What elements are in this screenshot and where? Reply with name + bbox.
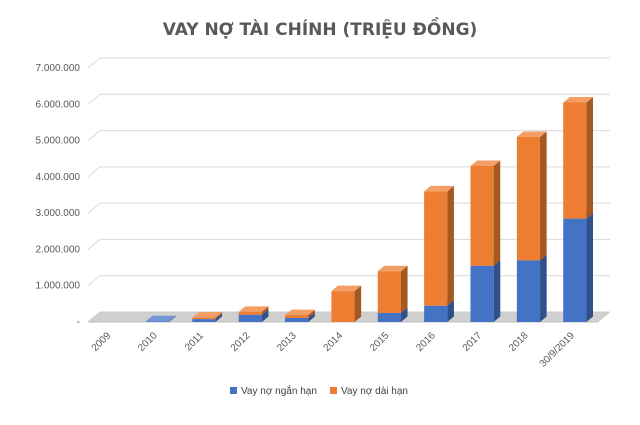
bar-front [424, 191, 448, 306]
x-tick-label: 2009 [90, 330, 114, 354]
bar-top [192, 312, 223, 318]
bar-top [470, 160, 501, 166]
bar-top [563, 96, 594, 103]
bar-segment-long-term [516, 131, 547, 261]
bar-top [285, 309, 315, 316]
gridline [87, 166, 610, 178]
bar-top [377, 265, 408, 272]
bar-top [331, 285, 362, 292]
y-tick-label: - [77, 317, 80, 328]
bar-side [308, 312, 315, 322]
x-axis-ticks: 2009 2010 2011 2012 2013 2014 2015 2016 2017 2018… [90, 330, 577, 370]
x-tick-label: 2011 [183, 330, 206, 353]
bar-side [308, 309, 315, 319]
legend-item-short-term: Vay nợ ngắn hạn [230, 384, 317, 397]
bar-top [516, 131, 547, 137]
legend-label: Vay nợ ngắn hạn [241, 384, 317, 397]
bar-segment-long-term [238, 306, 269, 315]
bar-front [238, 314, 262, 322]
legend-label: Vay nợ dài hạn [341, 386, 408, 397]
bar-segment-long-term [470, 160, 501, 266]
bar-segment-long-term [331, 285, 362, 322]
x-tick-label: 2017 [461, 330, 485, 354]
bar-front [331, 291, 355, 322]
bar-side [261, 306, 269, 315]
bar-front [285, 315, 309, 319]
bar-front [192, 319, 216, 322]
bar-front [238, 311, 262, 315]
y-tick-label: 7.000.000 [36, 63, 81, 74]
x-tick-label: 2013 [275, 330, 299, 354]
x-tick-label: 2014 [322, 330, 346, 354]
gridline [87, 57, 610, 69]
bar-front [563, 102, 587, 219]
bar-side [493, 260, 501, 322]
bar-front [563, 218, 587, 322]
gridline [87, 93, 610, 105]
bar-side [540, 254, 547, 322]
bar-segment-long-term [563, 96, 594, 219]
bar-segment-long-term [424, 185, 454, 306]
bar-side [586, 96, 594, 219]
bar-front [145, 321, 170, 322]
legend-swatch [330, 387, 337, 394]
bar-front [470, 265, 494, 322]
bar-front [285, 318, 309, 322]
y-tick-label: 3.000.000 [36, 208, 81, 219]
bar-top [424, 185, 454, 192]
bar-side [215, 312, 223, 320]
legend: Vay nợ ngắn hạn Vay nợ dài hạn [230, 384, 408, 397]
bar-front [192, 317, 216, 320]
bar-front [377, 312, 401, 322]
bar-top [238, 306, 269, 312]
y-tick-label: 4.000.000 [36, 172, 81, 183]
bar-front [516, 260, 541, 322]
bar-front [516, 136, 541, 261]
bar-side [586, 213, 594, 322]
bars-group [145, 96, 594, 322]
chart-title: VAY NỢ TÀI CHÍNH (TRIỆU ĐỒNG) [163, 16, 478, 40]
y-tick-label: 1.000.000 [36, 281, 81, 292]
y-axis-ticks: - 1.000.000 2.000.000 3.000.000 4.000.000 5.0… [36, 63, 81, 328]
legend-item-long-term: Vay nợ dài hạn [330, 386, 408, 397]
bar-side [400, 307, 408, 322]
x-tick-label: 2018 [507, 330, 531, 354]
bar-front [470, 165, 494, 266]
bar-side [261, 309, 269, 322]
legend-swatch [230, 387, 237, 394]
bar-segment-short-term [470, 260, 501, 322]
bar-side [447, 185, 454, 306]
y-tick-label: 2.000.000 [36, 244, 81, 255]
bar-segment-short-term [516, 254, 547, 322]
x-tick-label: 2012 [229, 330, 253, 354]
x-tick-label: 30/9/2019 [538, 330, 578, 370]
gridline [87, 130, 610, 141]
bar-side [215, 313, 223, 322]
bar-side [354, 285, 362, 322]
bar-side [400, 265, 408, 313]
x-tick-label: 2016 [414, 330, 438, 354]
bar-side [169, 315, 176, 322]
x-tick-label: 2010 [136, 330, 160, 354]
bar-segment-long-term [377, 265, 408, 313]
bar-top [145, 315, 176, 322]
bar-segment-long-term [285, 309, 315, 319]
bar-segment-short-term [563, 213, 594, 322]
bar-segment-short-term [145, 315, 176, 322]
bar-front [424, 305, 448, 322]
bar-front [377, 271, 401, 313]
bar-side [447, 300, 454, 322]
y-tick-label: 6.000.000 [36, 99, 81, 110]
bar-side [493, 160, 501, 266]
bar-side [540, 131, 547, 261]
bar-segment-long-term [192, 312, 223, 320]
gridlines [87, 57, 610, 323]
x-tick-label: 2015 [368, 330, 392, 354]
y-tick-label: 5.000.000 [36, 136, 81, 147]
